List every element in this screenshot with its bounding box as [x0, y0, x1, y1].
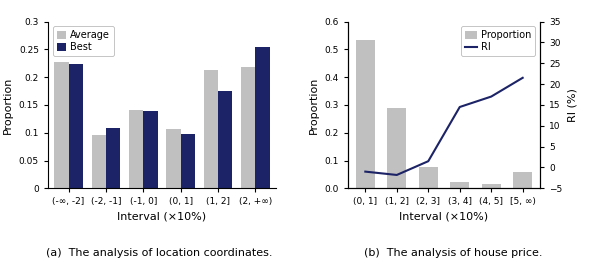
- Bar: [241, 67, 256, 188]
- Bar: [55, 62, 68, 188]
- Bar: [419, 167, 438, 188]
- Bar: [256, 47, 269, 188]
- Bar: [218, 91, 232, 188]
- RI: [456, 105, 463, 109]
- Bar: [129, 111, 143, 188]
- Bar: [388, 108, 406, 188]
- X-axis label: Interval (×10%): Interval (×10%): [118, 212, 206, 222]
- RI: [425, 160, 432, 163]
- Legend: Average, Best: Average, Best: [53, 26, 114, 56]
- Text: (b)  The analysis of house price.: (b) The analysis of house price.: [364, 248, 542, 258]
- Bar: [166, 129, 181, 188]
- RI: [519, 76, 526, 79]
- Y-axis label: RI (%): RI (%): [568, 88, 578, 122]
- Text: (a)  The analysis of location coordinates.: (a) The analysis of location coordinates…: [46, 248, 272, 258]
- Bar: [482, 184, 500, 188]
- Bar: [143, 111, 158, 188]
- Bar: [513, 172, 532, 188]
- Y-axis label: Proportion: Proportion: [309, 76, 319, 134]
- Legend: Proportion, RI: Proportion, RI: [461, 26, 535, 56]
- Bar: [106, 128, 120, 188]
- RI: [393, 173, 400, 176]
- Bar: [204, 70, 218, 188]
- Bar: [181, 134, 195, 188]
- Line: RI: RI: [365, 78, 523, 175]
- Bar: [356, 40, 375, 188]
- X-axis label: Interval (×10%): Interval (×10%): [400, 212, 488, 222]
- Y-axis label: Proportion: Proportion: [3, 76, 13, 134]
- RI: [488, 95, 495, 98]
- Bar: [68, 64, 83, 188]
- Bar: [450, 182, 469, 188]
- Bar: [92, 136, 106, 188]
- RI: [362, 170, 369, 173]
